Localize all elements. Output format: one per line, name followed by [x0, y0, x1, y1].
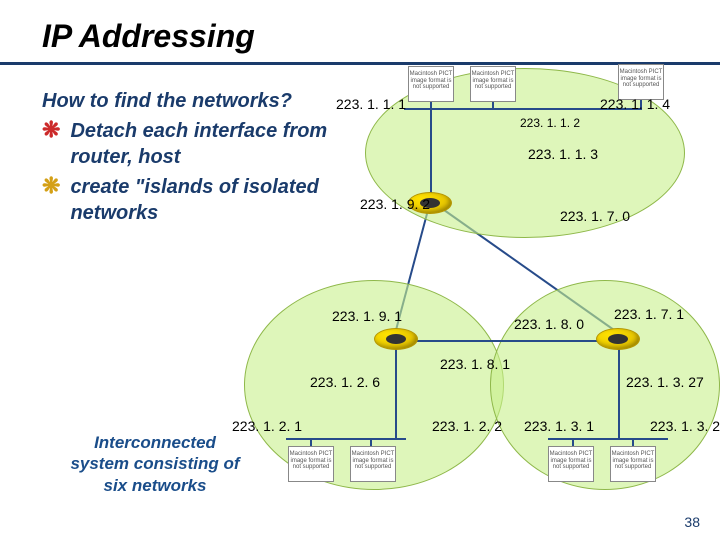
- ip-label-2: 223. 1. 1. 2: [520, 116, 580, 130]
- host-1: Macintosh PICT image format is not suppo…: [408, 66, 454, 102]
- body-text: How to find the networks? ❋ Detach each …: [42, 88, 362, 226]
- router-left: [374, 328, 418, 350]
- link-line-5: [400, 340, 614, 342]
- ip-label-12: 223. 1. 2. 1: [232, 418, 302, 434]
- ip-label-3: 223. 1. 1. 3: [528, 146, 598, 162]
- ip-label-5: 223. 1. 7. 0: [560, 208, 630, 224]
- ip-label-1: 223. 1. 1. 4: [600, 96, 670, 112]
- ip-label-6: 223. 1. 9. 1: [332, 308, 402, 324]
- host-6: Macintosh PICT image format is not suppo…: [548, 446, 594, 482]
- ip-label-8: 223. 1. 7. 1: [614, 306, 684, 322]
- intro-line: How to find the networks?: [42, 88, 362, 114]
- link-line-2: [492, 102, 494, 110]
- ip-label-13: 223. 1. 2. 2: [432, 418, 502, 434]
- title-underline: [0, 62, 720, 65]
- bullet-row-0: ❋ Detach each interface from router, hos…: [42, 118, 362, 170]
- host-5: Macintosh PICT image format is not suppo…: [350, 446, 396, 482]
- link-line-11: [548, 438, 668, 440]
- link-line-13: [618, 348, 620, 440]
- link-line-10: [286, 438, 406, 440]
- bullet-icon-1: ❋: [42, 174, 60, 198]
- link-line-4: [430, 108, 432, 196]
- footer-caption: Interconnected system consisting of six …: [70, 432, 240, 496]
- slide-title: IP Addressing: [42, 18, 255, 55]
- router-right: [596, 328, 640, 350]
- ip-label-4: 223. 1. 9. 2: [360, 196, 430, 212]
- ip-label-15: 223. 1. 3. 2: [650, 418, 720, 434]
- ip-label-0: 223. 1. 1. 1: [336, 96, 406, 112]
- bullet-row-1: ❋ create "islands of isolated networks: [42, 174, 362, 226]
- ip-label-9: 223. 1. 8. 1: [440, 356, 510, 372]
- ip-label-10: 223. 1. 2. 6: [310, 374, 380, 390]
- bullet-text-1: create "islands of isolated networks: [70, 174, 362, 226]
- host-7: Macintosh PICT image format is not suppo…: [610, 446, 656, 482]
- slide-number: 38: [684, 514, 700, 530]
- ip-label-11: 223. 1. 3. 27: [626, 374, 704, 390]
- link-line-12: [395, 348, 397, 440]
- ip-label-7: 223. 1. 8. 0: [514, 316, 584, 332]
- host-2: Macintosh PICT image format is not suppo…: [470, 66, 516, 102]
- host-3: Macintosh PICT image format is not suppo…: [618, 64, 664, 100]
- bullet-icon-0: ❋: [42, 118, 60, 142]
- host-4: Macintosh PICT image format is not suppo…: [288, 446, 334, 482]
- bullet-text-0: Detach each interface from router, host: [70, 118, 362, 170]
- ip-label-14: 223. 1. 3. 1: [524, 418, 594, 434]
